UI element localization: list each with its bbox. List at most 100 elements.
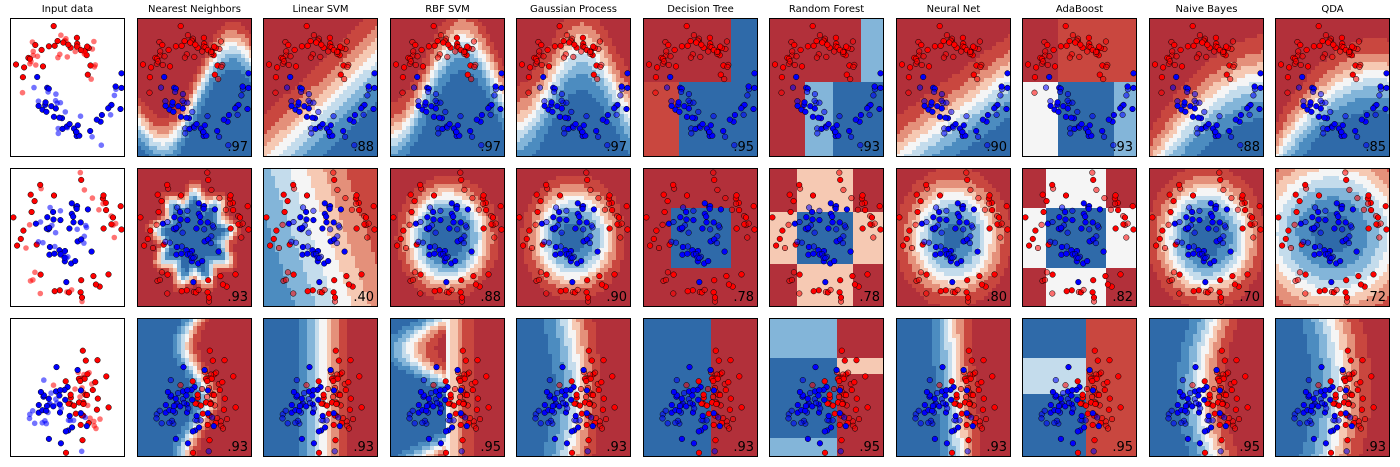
- data-point-class-0: [1129, 203, 1136, 210]
- data-point-class-1: [436, 392, 443, 399]
- data-point-class-0: [397, 235, 404, 242]
- data-point-class-0: [1291, 221, 1298, 228]
- data-point-class-0: [219, 425, 227, 432]
- data-point-class-0: [362, 214, 370, 221]
- data-point-class-1: [580, 366, 587, 374]
- data-point-class-1: [678, 395, 685, 402]
- data-point-class-1: [326, 128, 333, 135]
- data-point-class-1: [153, 415, 160, 422]
- data-point-class-0: [918, 41, 925, 49]
- data-point-class-1: [1196, 217, 1203, 224]
- data-point-class-1: [938, 97, 945, 104]
- data-point-class-0: [527, 64, 534, 71]
- data-point-class-1: [83, 423, 90, 430]
- data-point-class-1: [453, 205, 460, 212]
- data-point-class-0: [809, 382, 816, 389]
- data-point-class-1: [453, 128, 460, 135]
- data-point-class-1: [686, 364, 693, 371]
- data-point-class-0: [687, 37, 694, 45]
- data-point-class-1: [811, 91, 818, 98]
- data-point-class-1: [715, 222, 722, 229]
- data-point-class-0: [816, 32, 823, 39]
- data-point-class-0: [223, 416, 231, 423]
- data-point-class-0: [652, 74, 659, 81]
- data-point-class-1: [1256, 105, 1263, 113]
- data-point-class-1: [54, 400, 60, 406]
- data-point-class-0: [1368, 373, 1375, 380]
- data-point-class-0: [560, 37, 567, 45]
- data-point-class-1: [72, 258, 79, 265]
- data-point-class-1: [810, 250, 817, 257]
- data-point-class-0: [1031, 74, 1038, 81]
- data-point-class-0: [715, 357, 722, 364]
- data-point-class-1: [215, 248, 222, 255]
- data-point-class-0: [965, 347, 972, 354]
- data-point-class-0: [437, 32, 444, 39]
- data-point-class-1: [47, 204, 53, 211]
- data-point-class-1: [195, 200, 202, 207]
- data-point-class-1: [579, 128, 586, 135]
- data-point-class-0: [347, 395, 354, 402]
- data-point-class-1: [550, 214, 557, 221]
- data-point-class-0: [156, 276, 163, 283]
- data-point-class-0: [91, 64, 98, 70]
- data-point-class-0: [525, 74, 532, 81]
- data-point-class-1: [1209, 213, 1216, 220]
- decision-region: [390, 168, 505, 307]
- data-point-class-0: [645, 61, 653, 68]
- data-point-class-1: [1216, 219, 1223, 226]
- data-point-class-1: [960, 226, 967, 233]
- data-point-class-1: [618, 83, 625, 90]
- data-point-class-0: [868, 214, 876, 221]
- data-point-class-0: [417, 271, 424, 278]
- data-point-class-1: [960, 122, 967, 129]
- data-point-class-0: [1089, 169, 1096, 176]
- data-point-class-1: [1363, 111, 1370, 119]
- data-point-class-1: [1322, 207, 1329, 214]
- data-point-class-0: [1165, 221, 1172, 228]
- data-point-class-1: [66, 225, 73, 232]
- data-point-class-1: [968, 414, 975, 421]
- data-point-class-0: [1225, 369, 1232, 376]
- data-point-class-1: [201, 226, 208, 233]
- data-point-class-0: [230, 373, 237, 380]
- data-point-class-1: [683, 216, 690, 223]
- data-point-class-0: [1044, 41, 1051, 49]
- data-point-class-0: [843, 43, 850, 50]
- data-point-class-1: [676, 108, 683, 115]
- data-point-class-0: [216, 386, 223, 394]
- data-point-class-1: [78, 448, 85, 455]
- column-title-neural-net: Neural Net: [884, 4, 1024, 15]
- data-point-class-1: [74, 366, 81, 374]
- data-point-class-0: [1026, 242, 1033, 249]
- data-point-class-1: [788, 407, 795, 414]
- data-point-class-1: [799, 377, 806, 384]
- data-point-class-0: [821, 378, 828, 385]
- data-point-class-1: [928, 99, 935, 106]
- data-point-class-0: [321, 286, 328, 293]
- data-point-class-0: [643, 214, 650, 221]
- data-point-class-1: [938, 105, 945, 112]
- data-point-class-0: [218, 63, 225, 70]
- data-point-class-0: [112, 220, 119, 227]
- data-point-class-1: [1207, 200, 1214, 207]
- data-point-class-0: [474, 395, 481, 402]
- data-point-class-1: [668, 401, 675, 409]
- data-point-class-1: [836, 113, 843, 120]
- data-point-class-1: [1101, 133, 1108, 140]
- data-point-class-0: [970, 71, 977, 78]
- data-point-class-0: [1207, 286, 1214, 293]
- data-point-class-0: [100, 225, 107, 232]
- data-point-class-1: [558, 229, 565, 236]
- data-point-class-1: [1178, 239, 1185, 246]
- data-point-class-1: [1068, 392, 1075, 399]
- data-point-class-1: [1067, 130, 1074, 137]
- data-point-class-1: [553, 204, 560, 211]
- data-point-class-0: [1159, 227, 1166, 234]
- data-point-class-1: [804, 88, 811, 95]
- data-point-class-0: [908, 244, 916, 252]
- data-point-class-1: [478, 111, 485, 119]
- data-point-class-0: [83, 392, 91, 399]
- data-point-class-0: [726, 406, 733, 413]
- data-point-class-0: [1083, 385, 1091, 393]
